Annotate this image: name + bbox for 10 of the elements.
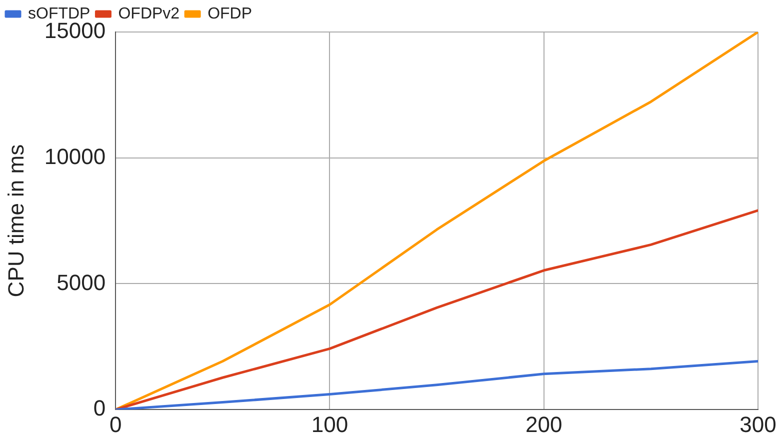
- legend-label: OFDPv2: [118, 5, 180, 22]
- y-tick-label: 5000: [56, 270, 106, 295]
- x-tick-label: 0: [109, 412, 122, 437]
- x-tick-label: 100: [311, 412, 348, 437]
- y-axis-title: CPU time in ms: [3, 144, 28, 298]
- x-tick-label: 200: [526, 412, 562, 437]
- y-tick-label: 0: [93, 396, 106, 421]
- x-tick-label: 300: [740, 412, 776, 437]
- y-tick-label: 10000: [44, 144, 106, 169]
- legend-label: OFDP: [208, 5, 252, 22]
